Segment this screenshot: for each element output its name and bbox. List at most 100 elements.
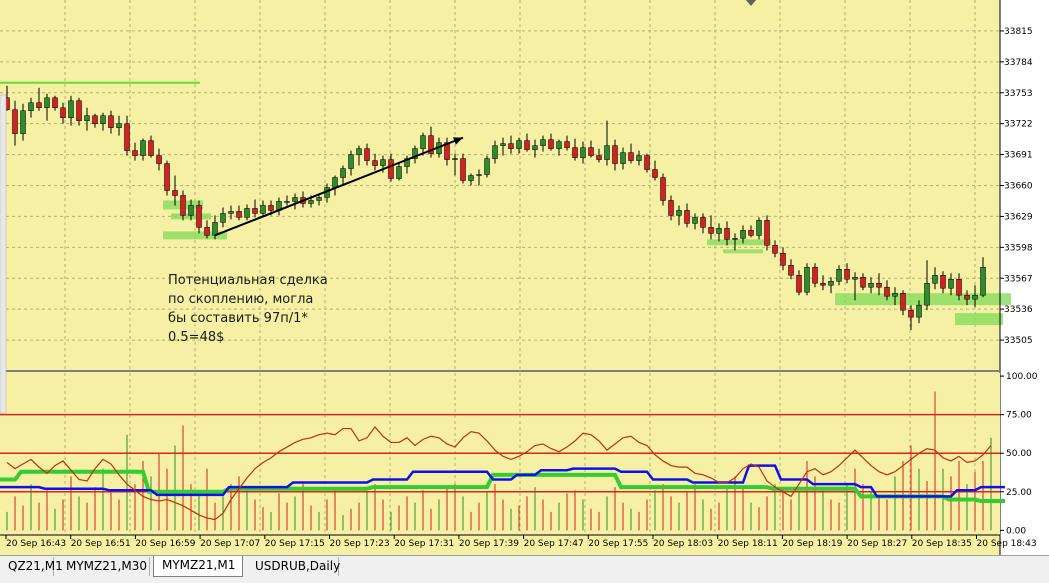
candle-bear: [108, 115, 114, 128]
candle-bear: [596, 155, 602, 160]
candle-bear: [812, 267, 818, 284]
blue-signal-line: [0, 464, 1005, 498]
annotation-line-2: по скоплению, могла: [168, 292, 313, 307]
candle-bear: [444, 142, 450, 160]
candle-bull: [756, 220, 762, 236]
price-tick-label: 33567: [1004, 274, 1033, 284]
time-tick-label: 20 Sep 17:15: [265, 539, 325, 549]
candle-bull: [868, 282, 874, 288]
candle-bear: [660, 177, 666, 201]
price-axis-background: [1000, 0, 1049, 555]
candle-bull: [244, 208, 250, 218]
candle-bear: [956, 278, 962, 296]
tab-usdrub-daily[interactable]: USDRUB,Daily: [247, 557, 340, 576]
candle-bull: [212, 222, 218, 236]
candle-bull: [20, 110, 26, 134]
candle-bull: [604, 145, 610, 160]
candle-bull: [284, 201, 290, 203]
accumulation-zone: [163, 231, 227, 240]
candle-bull: [924, 282, 930, 306]
volume-histogram: [6, 391, 992, 531]
candle-bull: [228, 211, 234, 214]
candle-bull: [932, 275, 938, 284]
accumulation-zone: [723, 249, 763, 254]
candle-bear: [652, 169, 658, 178]
price-tick-label: 33815: [1004, 27, 1033, 37]
candle-bull: [220, 213, 226, 223]
candle-bear: [524, 140, 530, 150]
candle-bull: [500, 143, 506, 146]
candle-bear: [252, 208, 258, 214]
candle-bull: [116, 123, 122, 128]
indicator-axis: 100.00 75.00 50.00 25.00 0.00: [1000, 372, 1038, 536]
price-tick-label: 33505: [1004, 336, 1033, 346]
candle-bear: [844, 269, 850, 280]
time-tick-label: 20 Sep 16:59: [135, 539, 195, 549]
candle-bear: [180, 195, 186, 216]
candle-bull: [452, 158, 458, 160]
time-tick-label: 20 Sep 17:31: [394, 539, 454, 549]
indicator-tick-label: 75.00: [1006, 411, 1032, 421]
candle-bear: [940, 275, 946, 289]
candle-bear: [884, 286, 890, 297]
candle-bear: [196, 205, 202, 228]
candle-bear: [588, 147, 594, 156]
candle-bull: [420, 135, 426, 149]
time-tick-label: 20 Sep 16:51: [71, 539, 131, 549]
price-tick-label: 33722: [1004, 120, 1033, 130]
candle-bear: [508, 143, 514, 149]
left-scroll-edge[interactable]: [0, 94, 7, 414]
candle-bear: [12, 109, 18, 134]
indicator-tick-label: 100.00: [1006, 372, 1038, 382]
time-tick-label: 20 Sep 18:27: [847, 539, 907, 549]
candle-bull: [620, 152, 626, 164]
candle-bear: [764, 220, 770, 246]
time-tick-label: 20 Sep 17:23: [330, 539, 390, 549]
candle-bull: [716, 228, 722, 234]
price-tick-label: 33784: [1004, 58, 1033, 68]
candle-bull: [804, 267, 810, 293]
accumulation-zone: [835, 293, 1011, 306]
time-tick-label: 20 Sep 18:35: [912, 539, 972, 549]
annotation-line-4: 0.5=48$: [168, 330, 224, 345]
candle-bull: [68, 100, 74, 118]
tab-qz21-m1[interactable]: QZ21,M1: [0, 557, 63, 576]
time-tick-label: 20 Sep 18:03: [653, 539, 713, 549]
candle-bull: [476, 174, 482, 176]
candle-bull: [348, 154, 354, 169]
candle-bull: [28, 102, 34, 111]
price-tick-label: 33660: [1004, 182, 1033, 192]
candle-bull: [492, 145, 498, 159]
candle-bull: [556, 141, 562, 149]
candle-bear: [628, 152, 634, 161]
tab-mymz21-m1[interactable]: MYMZ21,M1: [153, 556, 243, 577]
candle-bull: [540, 139, 546, 146]
candle-bull: [308, 200, 314, 204]
candle-bear: [92, 115, 98, 124]
candle-bull: [188, 205, 194, 216]
candle-bull: [852, 277, 858, 280]
candle-bear: [428, 135, 434, 154]
trendline[interactable]: [214, 136, 464, 237]
time-tick-label: 20 Sep 18:43: [977, 539, 1037, 549]
candle-bull: [732, 238, 738, 240]
candle-bull: [484, 158, 490, 175]
candle-bear: [908, 309, 914, 318]
shift-marker-icon[interactable]: [746, 0, 756, 6]
time-tick-label: 20 Sep 18:19: [782, 539, 842, 549]
indicator-lines: [0, 426, 1005, 521]
candle-bear: [684, 210, 690, 224]
candle-bear: [900, 292, 906, 311]
candle-bear: [372, 160, 378, 166]
candle-bear: [788, 265, 794, 276]
candle-bear: [36, 102, 42, 108]
tab-mymz21-m30[interactable]: MYMZ21,M30: [58, 557, 150, 576]
candle-bear: [564, 141, 570, 148]
candle-bull: [636, 155, 642, 161]
candle-bull: [260, 205, 266, 214]
chart-area[interactable]: Потенциальная сделка по скоплению, могла…: [0, 0, 1049, 555]
candle-bull: [340, 168, 346, 178]
indicator-tick-label: 50.00: [1006, 449, 1032, 459]
annotation-line-3: бы составить 97п/1*: [168, 311, 308, 326]
candle-bull: [972, 294, 978, 300]
